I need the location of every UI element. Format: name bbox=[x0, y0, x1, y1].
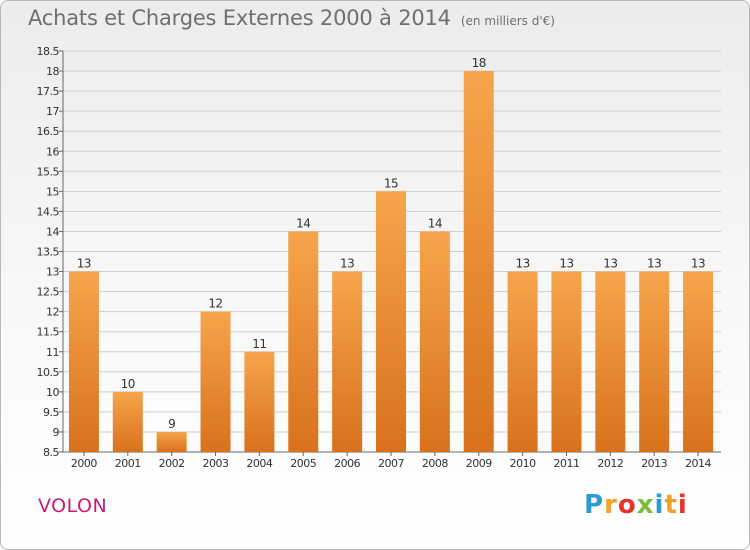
x-tick-label: 2009 bbox=[466, 457, 492, 470]
x-tick-label: 2001 bbox=[115, 457, 141, 470]
bar bbox=[200, 311, 231, 452]
bar bbox=[463, 71, 494, 453]
y-tick-label: 17.5 bbox=[37, 85, 60, 98]
chart-title: Achats et Charges Externes 2000 à 2014 (e… bbox=[28, 6, 555, 30]
y-tick-label: 11.5 bbox=[37, 326, 60, 339]
y-tick-label: 13.5 bbox=[37, 246, 60, 259]
x-tick-label: 2006 bbox=[334, 457, 360, 470]
y-tick-label: 15.5 bbox=[37, 165, 60, 178]
x-tick-label: 2004 bbox=[246, 457, 272, 470]
bar bbox=[332, 271, 363, 452]
x-tick-label: 2012 bbox=[597, 457, 623, 470]
bar-value-label: 13 bbox=[691, 257, 705, 271]
bar-value-label: 15 bbox=[384, 176, 398, 190]
bar bbox=[507, 271, 538, 452]
bar-value-label: 13 bbox=[603, 257, 617, 271]
bar bbox=[112, 391, 143, 452]
bar-value-label: 13 bbox=[647, 257, 661, 271]
x-tick-label: 2013 bbox=[641, 457, 667, 470]
y-tick-label: 8.5 bbox=[43, 446, 59, 459]
bar bbox=[156, 431, 187, 452]
y-tick-label: 17 bbox=[46, 105, 59, 118]
bar bbox=[551, 271, 582, 452]
x-tick-label: 2010 bbox=[510, 457, 536, 470]
logo-letter: i bbox=[677, 490, 688, 520]
logo-letter: P bbox=[584, 490, 605, 520]
y-tick-label: 14 bbox=[46, 225, 59, 238]
x-tick-label: 2002 bbox=[159, 457, 185, 470]
y-tick-label: 15 bbox=[46, 185, 59, 198]
bar bbox=[376, 191, 406, 452]
x-tick-label: 2000 bbox=[71, 457, 97, 470]
y-tick-label: 14.5 bbox=[37, 205, 60, 218]
y-tick-label: 16.5 bbox=[37, 125, 60, 138]
y-tick-label: 18 bbox=[46, 65, 59, 78]
y-tick-label: 10.5 bbox=[37, 366, 60, 379]
y-tick-label: 12 bbox=[46, 306, 59, 319]
bar bbox=[639, 271, 670, 452]
y-tick-label: 18.5 bbox=[37, 45, 60, 58]
bar-value-label: 13 bbox=[515, 257, 529, 271]
logo-letter: x bbox=[636, 490, 655, 520]
bar bbox=[595, 271, 626, 452]
bar bbox=[683, 271, 714, 452]
commune-name: VOLON bbox=[38, 495, 108, 517]
y-tick-label: 12.5 bbox=[37, 286, 60, 299]
logo-letter: o bbox=[617, 490, 637, 520]
bar-value-label: 18 bbox=[472, 56, 486, 70]
bar-value-label: 13 bbox=[559, 257, 573, 271]
x-tick-label: 2007 bbox=[378, 457, 404, 470]
chart-title-unit: (en milliers d'€) bbox=[460, 14, 555, 28]
x-tick-label: 2005 bbox=[290, 457, 316, 470]
bar bbox=[68, 271, 99, 452]
x-tick-label: 2008 bbox=[422, 457, 448, 470]
bar-value-label: 13 bbox=[77, 257, 91, 271]
y-tick-label: 13 bbox=[46, 266, 59, 279]
logo-letter: i bbox=[654, 490, 665, 520]
bar bbox=[244, 351, 275, 452]
x-tick-label: 2014 bbox=[685, 457, 711, 470]
bar-value-label: 10 bbox=[121, 377, 135, 391]
proxiti-logo: Proxiti bbox=[584, 490, 688, 520]
x-tick-label: 2011 bbox=[553, 457, 579, 470]
logo-letter: t bbox=[664, 490, 678, 520]
y-tick-label: 11 bbox=[46, 346, 59, 359]
bar-value-label: 11 bbox=[252, 337, 266, 351]
bar-value-label: 13 bbox=[340, 257, 354, 271]
bar bbox=[288, 231, 319, 452]
x-tick-label: 2003 bbox=[203, 457, 229, 470]
chart-title-main: Achats et Charges Externes 2000 à 2014 bbox=[28, 6, 451, 30]
y-tick-label: 9.5 bbox=[43, 406, 59, 419]
bar-value-label: 9 bbox=[168, 417, 175, 431]
y-tick-label: 9 bbox=[53, 426, 60, 439]
bar-value-label: 14 bbox=[296, 216, 310, 230]
bar bbox=[419, 231, 450, 452]
logo-letter: r bbox=[604, 490, 618, 520]
bar-value-label: 12 bbox=[208, 297, 222, 311]
y-tick-label: 16 bbox=[46, 145, 59, 158]
bars bbox=[68, 71, 714, 453]
labels: 8.5 9 9.5 10 10.5 11 11.5 12 12.5 13 13.5 14 14.5 15 1… bbox=[37, 45, 713, 470]
y-tick-label: 10 bbox=[46, 386, 59, 399]
bar-value-label: 14 bbox=[428, 216, 442, 230]
